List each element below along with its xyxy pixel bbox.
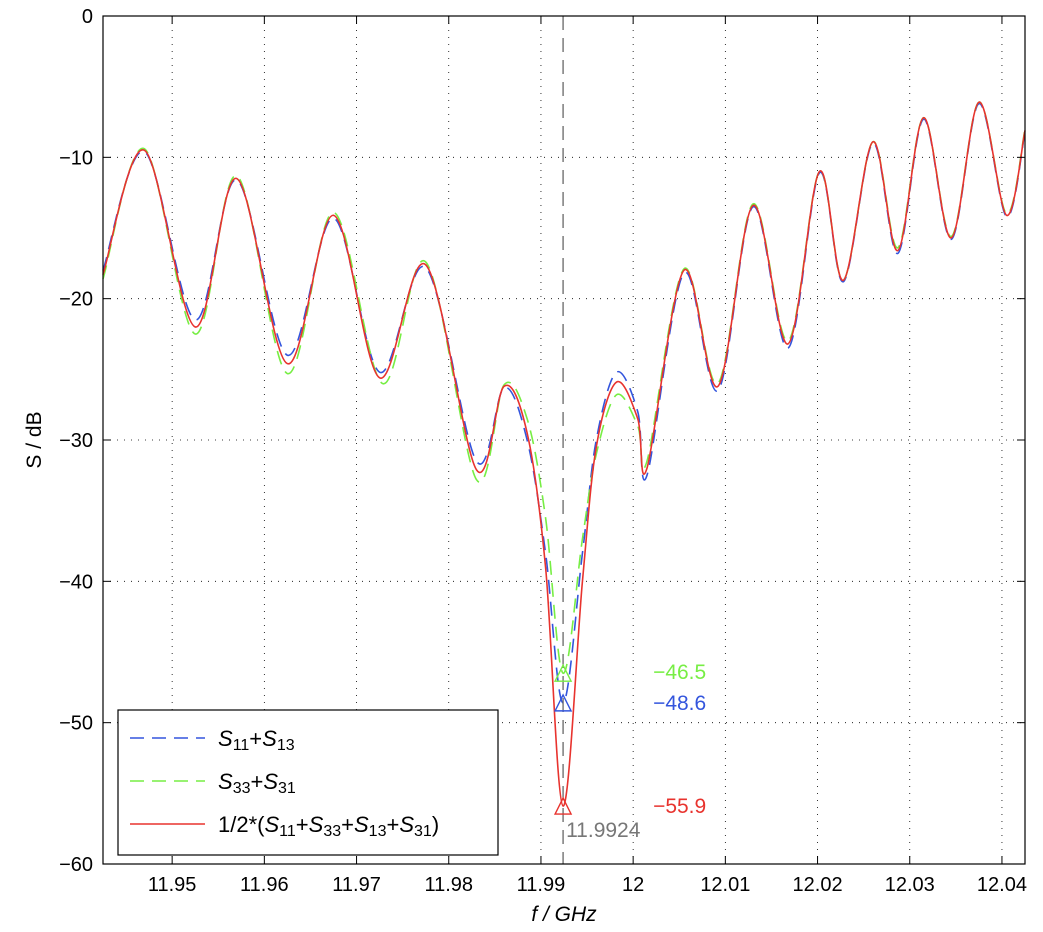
blue-min-marker bbox=[553, 693, 573, 712]
marker-frequency-label: 11.9924 bbox=[566, 819, 641, 842]
green-marker-value: −46.5 bbox=[653, 661, 706, 684]
x-tick-label: 11.98 bbox=[424, 874, 473, 896]
marker-layer bbox=[553, 16, 573, 864]
blue-marker-value: −48.6 bbox=[653, 692, 706, 715]
x-tick-label: 11.96 bbox=[240, 874, 289, 896]
x-tick-label: 11.99 bbox=[517, 874, 566, 896]
x-tick-label: 12.03 bbox=[885, 874, 935, 896]
x-tick-label: 12.04 bbox=[977, 874, 1027, 896]
x-tick-label: 12 bbox=[622, 874, 644, 896]
x-tick-label: 11.95 bbox=[148, 874, 197, 896]
y-tick-label: −60 bbox=[59, 854, 93, 876]
red-min-marker bbox=[553, 796, 573, 815]
red-marker-value: −55.9 bbox=[653, 795, 706, 818]
series-average bbox=[102, 101, 1026, 807]
y-axis-label: S / dB bbox=[23, 411, 46, 468]
x-tick-label: 12.01 bbox=[700, 874, 750, 896]
legend-box bbox=[117, 709, 499, 856]
y-tick-label: −40 bbox=[59, 571, 93, 593]
legend: S11+S13 S33+S31 1/2*(S11+S33+S13+S31) bbox=[117, 709, 499, 856]
y-tick-label: −50 bbox=[59, 713, 93, 735]
green-min-marker bbox=[553, 663, 573, 682]
legend-entry-s3: 1/2*(S11+S33+S13+S31) bbox=[218, 812, 439, 840]
y-tick-label: 0 bbox=[82, 6, 93, 28]
y-tick-label: −10 bbox=[59, 147, 93, 169]
x-tick-label: 11.97 bbox=[332, 874, 381, 896]
legend-entry-s2: S33+S31 bbox=[218, 769, 296, 797]
x-axis-label: f / GHz bbox=[531, 903, 597, 926]
y-tick-label: −20 bbox=[59, 289, 93, 311]
x-tick-label: 12.02 bbox=[793, 874, 843, 896]
series-layer bbox=[102, 101, 1026, 807]
ticks: 11.95 11.96 11.97 11.98 11.99 12 12.01 12.02 12.… bbox=[59, 6, 1027, 896]
y-tick-label: −30 bbox=[59, 430, 93, 452]
legend-entry-s1: S11+S13 bbox=[218, 726, 295, 754]
